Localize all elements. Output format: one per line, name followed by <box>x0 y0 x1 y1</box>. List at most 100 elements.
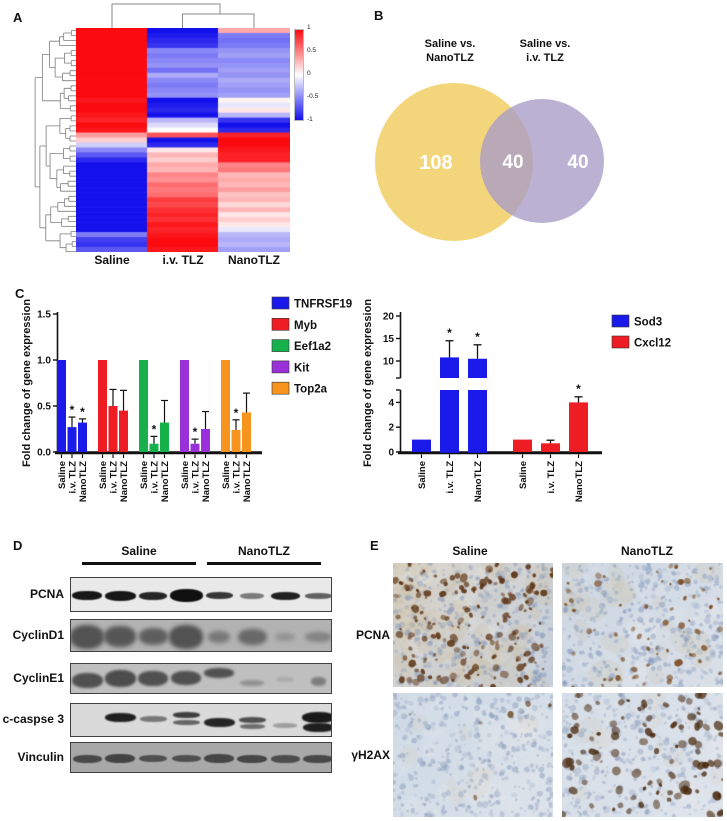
blot-band <box>240 679 264 686</box>
x-tick-label: i.v. TLZ <box>150 461 161 494</box>
blot-strip-cycline1 <box>70 663 332 694</box>
blot-band <box>138 671 168 686</box>
bar <box>190 443 200 452</box>
venn-left-count: 108 <box>419 152 452 174</box>
blot-group-nanotlz: NanoTLZ <box>238 544 290 558</box>
blot-label-vinculin: Vinculin <box>17 750 64 764</box>
x-tick-label: Saline <box>180 461 191 489</box>
gene-expression-bar-chart: Fold change of gene expression 0.0 0.5 1.0 1… <box>21 296 352 502</box>
x-tick-label: NanoTLZ <box>160 461 171 502</box>
bar <box>139 360 148 452</box>
x-tick-label: Saline <box>417 461 428 489</box>
bar <box>119 410 128 452</box>
blot-band <box>169 624 203 649</box>
blot-band <box>304 631 331 642</box>
legend-swatch <box>271 381 290 395</box>
significance-asterisk: * <box>234 406 239 420</box>
x-tick-label: NanoTLZ <box>78 461 89 502</box>
blot-band <box>270 754 300 763</box>
panel-d-label: D <box>13 538 23 553</box>
y-axis-label: Fold change of gene expression <box>362 299 374 467</box>
venn-right-count: 40 <box>567 152 588 173</box>
x-tick-label: Saline <box>518 461 529 489</box>
legend-label: Cxcl12 <box>634 338 671 350</box>
bar <box>440 390 459 453</box>
x-tick-label: NanoTLZ <box>201 461 212 502</box>
ihc-col-saline: Saline <box>452 544 488 558</box>
legend-label: Top2a <box>294 384 328 396</box>
legend-label: Sod3 <box>634 317 662 329</box>
bar <box>57 360 66 452</box>
blot-band <box>72 591 102 600</box>
legend-swatch <box>271 296 290 310</box>
blot-band <box>270 591 300 600</box>
blot-band <box>104 670 136 687</box>
sod3-cxcl12-bar-chart: Fold change of gene expression 10 15 20 0 2 4 S… <box>362 299 671 502</box>
ihc-image-pcna-nanotlz <box>562 563 723 687</box>
blot-band <box>304 592 331 599</box>
legend-swatch <box>611 335 630 349</box>
blot-band <box>208 630 230 643</box>
blot-band <box>172 719 200 725</box>
panel-b-label: B <box>374 8 384 23</box>
bar <box>98 360 107 452</box>
blot-band <box>237 754 267 763</box>
y-tick-label: 10 <box>383 357 395 368</box>
legend-swatch <box>271 360 290 374</box>
venn-right-title-line1: Saline vs. <box>520 38 571 50</box>
legend-label: Eef1a2 <box>294 341 331 353</box>
blot-group-saline-line <box>82 562 196 565</box>
bar <box>201 429 210 452</box>
ihc-row-pcna: PCNA <box>355 628 390 642</box>
y-tick-label: 0.0 <box>37 448 51 459</box>
blot-band <box>302 722 331 732</box>
y-axis-label: Fold change of gene expression <box>21 299 33 467</box>
legend-swatch <box>271 317 290 331</box>
ihc-row-gh2ax: γH2AX <box>351 748 390 762</box>
blot-band <box>139 591 167 600</box>
bar <box>67 427 77 452</box>
y-tick-label: 20 <box>383 312 395 323</box>
x-tick-label: NanoTLZ <box>574 461 585 502</box>
blot-label-ccaspase3: c-caspse 3 <box>2 712 64 726</box>
colorbar-tick: -1 <box>307 116 313 123</box>
y-tick-label: 4 <box>388 398 394 409</box>
blot-band <box>171 670 201 685</box>
venn-diagram: Saline vs. NanoTLZ Saline vs. i.v. TLZ 1… <box>375 38 604 241</box>
significance-asterisk: * <box>447 326 452 340</box>
blot-strip-pcna <box>70 577 332 612</box>
x-tick-label: i.v. TLZ <box>445 461 456 494</box>
legend-label: TNFRSF19 <box>294 299 352 311</box>
blot-band <box>72 754 102 763</box>
significance-asterisk: * <box>193 425 198 439</box>
bar <box>412 439 431 452</box>
blot-band <box>239 723 265 729</box>
bar <box>108 406 118 452</box>
blot-band <box>104 626 136 647</box>
blot-group-nanotlz-line <box>207 562 321 565</box>
bar <box>231 429 241 452</box>
venn-circle-ivtlz <box>480 99 604 223</box>
blot-label-cyclind1: CyclinD1 <box>12 628 64 642</box>
blot-band <box>303 754 331 763</box>
blot-band <box>238 717 266 723</box>
x-tick-label: Saline <box>221 461 232 489</box>
blot-band <box>273 722 297 728</box>
venn-overlap-count: 40 <box>502 152 523 173</box>
bar <box>468 358 487 378</box>
blot-band <box>205 592 233 599</box>
bar <box>149 443 159 452</box>
colorbar-tick: 0 <box>307 70 311 77</box>
heatmap-canvas <box>76 28 290 252</box>
ihc-col-nanotlz: NanoTLZ <box>621 544 673 558</box>
venn-left-title-line1: Saline vs. <box>425 38 476 50</box>
significance-asterisk: * <box>475 330 480 344</box>
panel-a-label: A <box>13 10 23 25</box>
blot-band <box>105 754 135 763</box>
x-tick-label: i.v. TLZ <box>191 461 202 494</box>
ihc-image-pcna-saline <box>393 563 553 687</box>
bar <box>440 357 459 378</box>
blot-band <box>139 755 167 762</box>
blot-band <box>203 717 235 727</box>
